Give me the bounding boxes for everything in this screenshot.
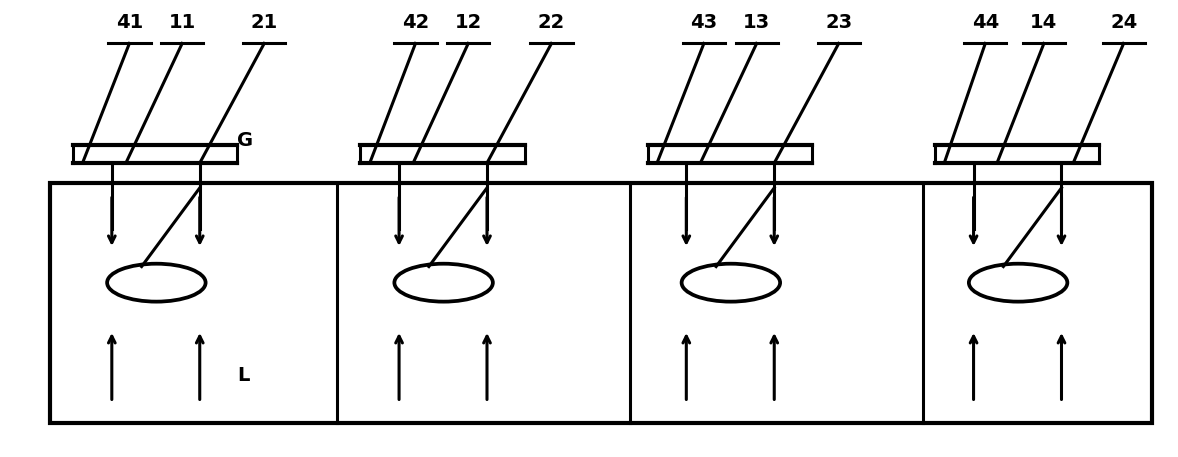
Bar [49, 183, 1152, 423]
Text: 12: 12 [455, 13, 482, 32]
Text: 24: 24 [1110, 13, 1137, 32]
Text: L: L [237, 366, 250, 385]
Text: 43: 43 [690, 13, 717, 32]
Text: 23: 23 [825, 13, 853, 32]
Text: 41: 41 [115, 13, 143, 32]
Text: G: G [237, 131, 253, 150]
Text: 42: 42 [402, 13, 429, 32]
Text: 13: 13 [743, 13, 770, 32]
Text: 44: 44 [972, 13, 999, 32]
Text: 21: 21 [251, 13, 278, 32]
Text: 22: 22 [538, 13, 565, 32]
Text: 11: 11 [168, 13, 196, 32]
Text: 14: 14 [1031, 13, 1058, 32]
